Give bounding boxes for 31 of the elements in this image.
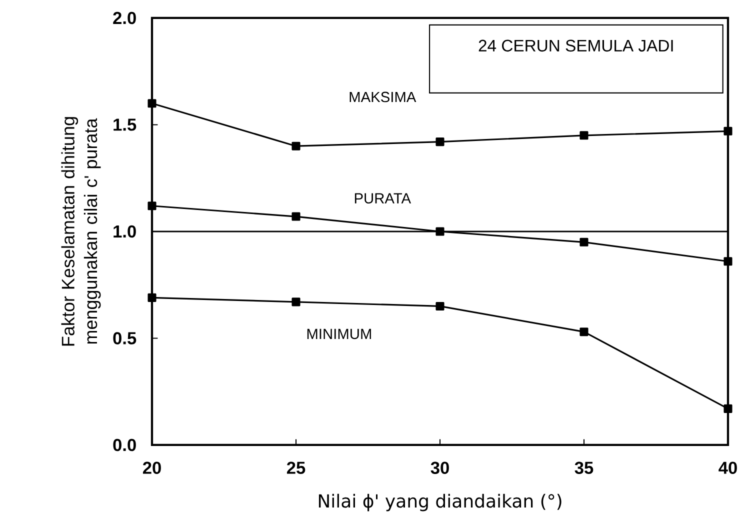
point [148, 99, 156, 108]
point [580, 238, 588, 246]
x-tick-label: 40 [718, 462, 737, 474]
y-tick-label: 0.5 [113, 332, 136, 344]
point [148, 202, 156, 210]
x-tick-label: 30 [430, 462, 449, 474]
y-tick-label: 1.5 [114, 118, 136, 131]
series-label: MINIMUM [307, 328, 371, 340]
point [148, 293, 156, 302]
annotation: 24 CERUN SEMULA JADI [478, 40, 673, 52]
x-tick-label: 20 [142, 462, 161, 474]
point [292, 298, 300, 306]
point [724, 126, 732, 136]
point [580, 328, 588, 336]
point [436, 227, 444, 236]
x-tick-label: 35 [574, 462, 594, 474]
point [292, 142, 300, 150]
text: MAKSIMA [350, 92, 416, 102]
y-tick-label: 2.0 [113, 12, 136, 24]
point [724, 404, 732, 413]
y-axis-title: Faktor Keselamatan dihitung menggunakan cilai c' purata [61, 117, 101, 346]
point [436, 138, 444, 146]
x-tick-label: 25 [286, 462, 306, 474]
y-tick-label: 1.0 [114, 225, 136, 238]
series-label: PURATA [354, 193, 412, 204]
point [580, 131, 588, 140]
y-tick-label: 0.0 [113, 438, 136, 452]
point [292, 212, 300, 221]
point [724, 257, 732, 266]
point [436, 302, 444, 310]
x-axis-title: Nilai ϕ' yang diandaikan (°) [318, 494, 562, 512]
